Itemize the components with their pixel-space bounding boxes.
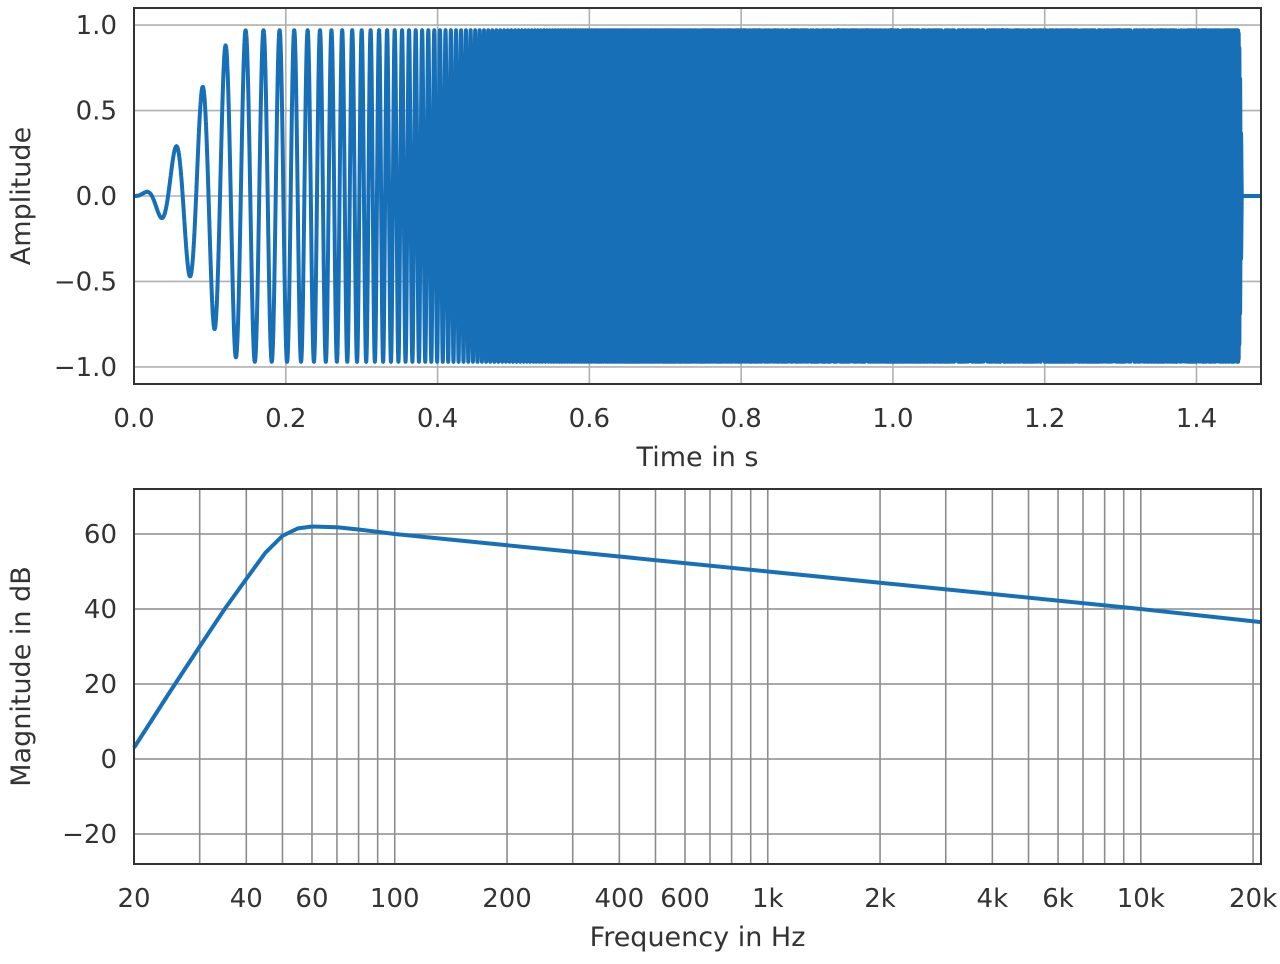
time-y-tick-label: −0.5 (54, 267, 117, 297)
freq-x-tick-label: 20 (117, 884, 150, 914)
freq-y-tick-label: −20 (62, 820, 117, 850)
time-x-tick-label: 0.8 (720, 404, 761, 434)
time-plot-x-ticks: 0.0 0.2 0.4 0.6 0.8 1.0 1.2 1.4 (113, 404, 1217, 434)
sweep-signal-line (132, 28, 1263, 364)
time-x-tick-label: 0.2 (265, 404, 306, 434)
freq-x-tick-label: 1k (752, 884, 784, 914)
time-domain-plot: 0.0 0.2 0.4 0.6 0.8 1.0 1.2 1.4 1.0 0.5 0.0 −0.5 −1… (6, 7, 1263, 473)
freq-x-tick-label: 2k (864, 884, 896, 914)
freq-x-tick-label: 100 (370, 884, 420, 914)
time-y-tick-label: 0.5 (76, 97, 117, 127)
freq-y-tick-label: 60 (84, 520, 117, 550)
frequency-response-plot: 20 40 60 100 200 400 600 1k 2k 4k 6k 10k 20k 6040200… (6, 488, 1277, 953)
time-x-tick-label: 0.0 (113, 404, 154, 434)
time-y-tick-label: 1.0 (76, 11, 117, 41)
frequency-plot-x-ticks: 20 40 60 100 200 400 600 1k 2k 4k 6k 10k 20k (117, 884, 1277, 914)
time-x-tick-label: 1.0 (872, 404, 913, 434)
frequency-plot-frame (133, 488, 1262, 865)
time-x-tick-label: 1.4 (1176, 404, 1217, 434)
freq-x-tick-label: 60 (295, 884, 328, 914)
frequency-plot-x-label: Frequency in Hz (590, 922, 806, 953)
freq-x-tick-label: 6k (1042, 884, 1074, 914)
freq-x-tick-label: 40 (230, 884, 263, 914)
time-plot-series (132, 28, 1263, 364)
freq-y-tick-label: 40 (84, 595, 117, 625)
freq-y-tick-label: 0 (100, 745, 117, 775)
frequency-plot-series (132, 524, 1262, 749)
freq-y-tick-label: 20 (84, 670, 117, 700)
time-y-tick-label: −1.0 (54, 353, 117, 383)
freq-x-tick-label: 10k (1117, 884, 1165, 914)
frequency-plot-y-label: Magnitude in dB (6, 566, 37, 786)
time-plot-y-label: Amplitude (6, 127, 37, 265)
time-plot-y-ticks: 1.0 0.5 0.0 −0.5 −1.0 (54, 11, 117, 383)
frequency-plot-y-ticks: 60 40 20 0 −20 (62, 520, 117, 850)
freq-x-tick-label: 20k (1229, 884, 1277, 914)
time-plot-frame (133, 7, 1262, 385)
time-plot-x-label: Time in s (636, 442, 759, 473)
frequency-plot-grid (134, 489, 1261, 864)
magnitude-response-line (132, 524, 1262, 749)
freq-x-tick-label: 400 (595, 884, 645, 914)
time-x-tick-label: 0.6 (569, 404, 610, 434)
time-x-tick-label: 1.2 (1024, 404, 1065, 434)
time-x-tick-label: 0.4 (417, 404, 458, 434)
time-y-tick-label: 0.0 (76, 182, 117, 212)
freq-x-tick-label: 600 (660, 884, 710, 914)
freq-x-tick-label: 200 (482, 884, 532, 914)
freq-x-tick-label: 4k (977, 884, 1009, 914)
